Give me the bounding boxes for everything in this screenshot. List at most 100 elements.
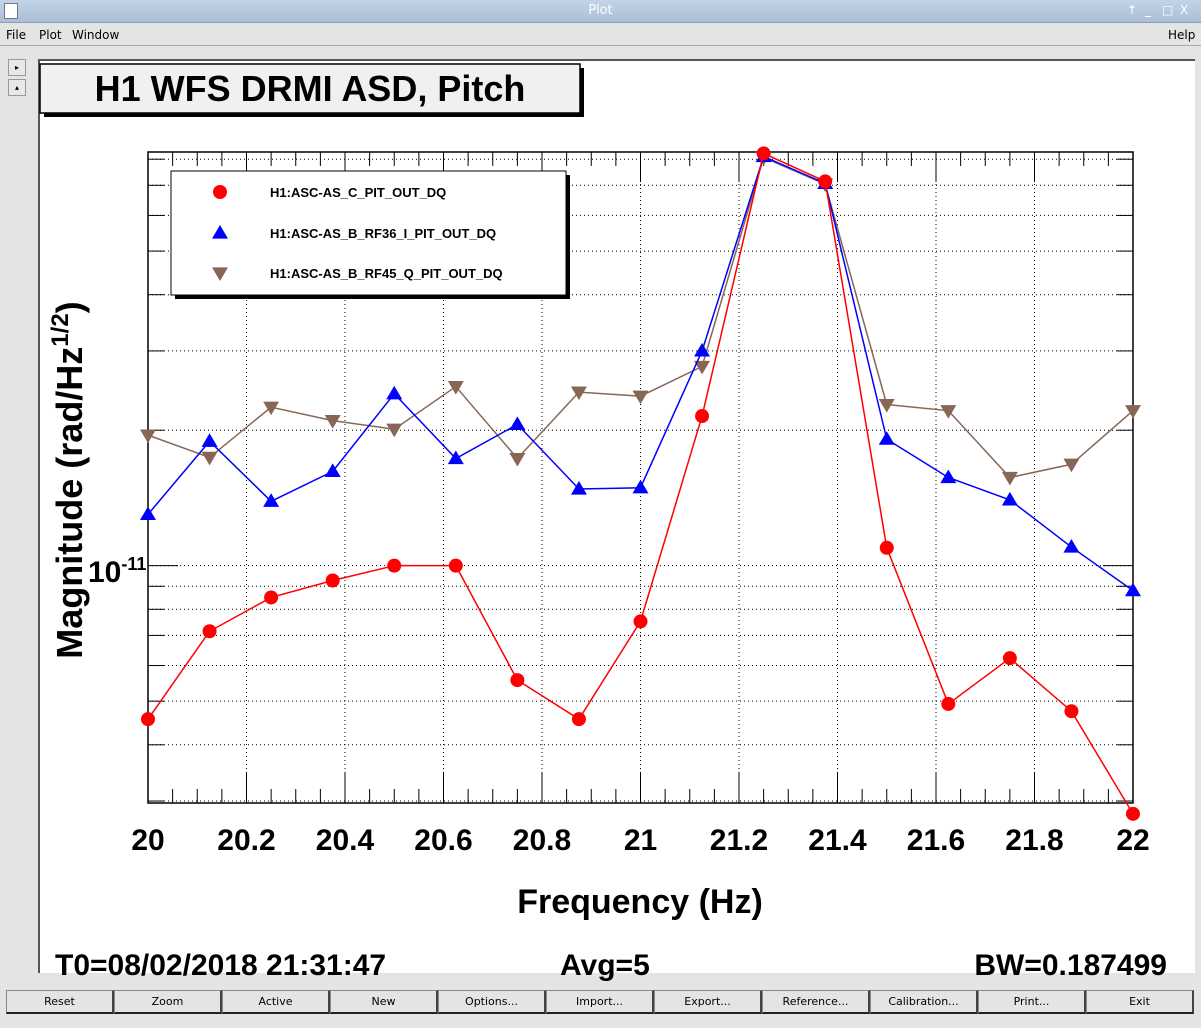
- window-title: Plot: [588, 3, 613, 18]
- data-point: [202, 624, 217, 639]
- close-icon[interactable]: X: [1180, 3, 1189, 17]
- data-point: [324, 463, 341, 477]
- y-axis-title-end: ): [49, 301, 90, 313]
- title-box: [39, 63, 581, 114]
- x-tick-label: 20.8: [513, 824, 571, 857]
- data-point: [140, 506, 156, 520]
- series-0: [141, 146, 1140, 821]
- menu-window[interactable]: Window: [72, 28, 120, 42]
- data-point: [940, 469, 957, 484]
- y-axis-title-sup: 1/2: [47, 313, 74, 346]
- data-point: [570, 481, 587, 495]
- active-button[interactable]: Active: [222, 990, 330, 1014]
- data-point: [448, 558, 463, 573]
- x-tick-label: 21.4: [808, 824, 867, 857]
- plot-frame: [147, 151, 1134, 804]
- exit-button[interactable]: Exit: [1086, 990, 1194, 1014]
- app-icon[interactable]: [4, 3, 18, 19]
- data-point: [447, 450, 464, 465]
- reset-button[interactable]: Reset: [6, 990, 114, 1014]
- legend: H1:ASC-AS_C_PIT_OUT_DQ H1:ASC-AS_B_RF36_…: [170, 170, 570, 299]
- x-tick-label: 21.8: [1005, 824, 1063, 857]
- y-tick-exp: -11: [121, 554, 146, 574]
- axes: 20 20.2 20.4 20.6 20.8 21 21.2 21.4 21.6 21.8 22: [131, 151, 1150, 857]
- y-tick-base: 10: [88, 556, 121, 589]
- data-point: [570, 386, 587, 401]
- x-tick-label: 21.6: [907, 824, 965, 857]
- raise-icon[interactable]: ↑: [1127, 3, 1138, 17]
- x-tick-label: 20.6: [414, 824, 472, 857]
- menu-plot[interactable]: Plot: [39, 28, 62, 42]
- x-tick-label: 20.2: [217, 824, 275, 857]
- print-button[interactable]: Print...: [978, 990, 1086, 1014]
- import-button[interactable]: Import...: [546, 990, 654, 1014]
- data-point: [1002, 651, 1017, 666]
- menu-bar: File Plot Window Help: [0, 23, 1201, 46]
- data-point: [141, 712, 155, 727]
- series-layer: [140, 146, 1141, 821]
- data-point: [818, 174, 833, 189]
- menu-help[interactable]: Help: [1168, 28, 1196, 42]
- data-point: [386, 385, 403, 400]
- expand-right-button[interactable]: ▸: [8, 59, 26, 76]
- data-point: [264, 590, 279, 605]
- data-point: [695, 409, 710, 424]
- legend-marker-2: [212, 267, 228, 281]
- x-tick-label: 21: [624, 824, 657, 857]
- data-point: [694, 360, 711, 375]
- export-button[interactable]: Export...: [654, 990, 762, 1014]
- data-point: [1125, 582, 1141, 597]
- button-bar: Reset Zoom Active New Options... Import.…: [6, 990, 1194, 1014]
- title-bar: Plot ↑ _ □ X: [0, 0, 1201, 23]
- data-point: [878, 398, 895, 413]
- minimize-icon[interactable]: _: [1145, 3, 1151, 17]
- chart-title: H1 WFS DRMI ASD, Pitch: [95, 68, 526, 109]
- x-axis-title: Frequency (Hz): [517, 883, 763, 921]
- y-tick-label: 10-11: [88, 554, 146, 589]
- legend-label-2: H1:ASC-AS_B_RF45_Q_PIT_OUT_DQ: [270, 266, 503, 281]
- series-2: [140, 151, 1141, 486]
- data-point: [1001, 471, 1018, 486]
- data-point: [386, 423, 403, 438]
- data-point: [633, 614, 648, 629]
- new-button[interactable]: New: [330, 990, 438, 1014]
- data-point: [1064, 704, 1079, 719]
- data-point: [571, 712, 586, 727]
- data-point: [201, 433, 218, 447]
- data-point: [1063, 539, 1080, 553]
- legend-marker-1: [212, 225, 228, 239]
- data-point: [201, 451, 218, 466]
- data-point: [694, 342, 711, 357]
- data-point: [878, 431, 895, 445]
- legend-label-1: H1:ASC-AS_B_RF36_I_PIT_OUT_DQ: [270, 226, 496, 241]
- data-point: [447, 380, 464, 395]
- y-axis-title-main: Magnitude (rad/Hz: [49, 347, 90, 659]
- data-point: [325, 573, 340, 588]
- data-point: [1126, 806, 1140, 821]
- expand-up-button[interactable]: ▴: [8, 79, 26, 96]
- avg-label: Avg=5: [560, 949, 650, 982]
- data-point: [510, 673, 525, 688]
- grid: [148, 152, 1133, 803]
- y-axis-title: Magnitude (rad/Hz1/2): [47, 301, 90, 658]
- menu-file[interactable]: File: [6, 28, 27, 42]
- data-point: [509, 416, 526, 431]
- legend-label-0: H1:ASC-AS_C_PIT_OUT_DQ: [270, 185, 446, 200]
- maximize-icon[interactable]: □: [1162, 3, 1174, 17]
- legend-marker-0: [213, 185, 227, 199]
- data-point: [387, 558, 402, 573]
- x-tick-label: 22: [1116, 824, 1149, 857]
- x-tick-label: 20: [131, 824, 164, 857]
- reference-button[interactable]: Reference...: [762, 990, 870, 1014]
- data-point: [756, 146, 771, 161]
- data-point: [1001, 491, 1018, 506]
- x-tick-label: 20.4: [316, 824, 375, 857]
- data-point: [324, 415, 341, 429]
- data-point: [632, 479, 649, 494]
- calibration-button[interactable]: Calibration...: [870, 990, 978, 1014]
- zoom-button[interactable]: Zoom: [114, 990, 222, 1014]
- data-point: [940, 405, 957, 419]
- options-button[interactable]: Options...: [438, 990, 546, 1014]
- legend-box: [170, 170, 567, 296]
